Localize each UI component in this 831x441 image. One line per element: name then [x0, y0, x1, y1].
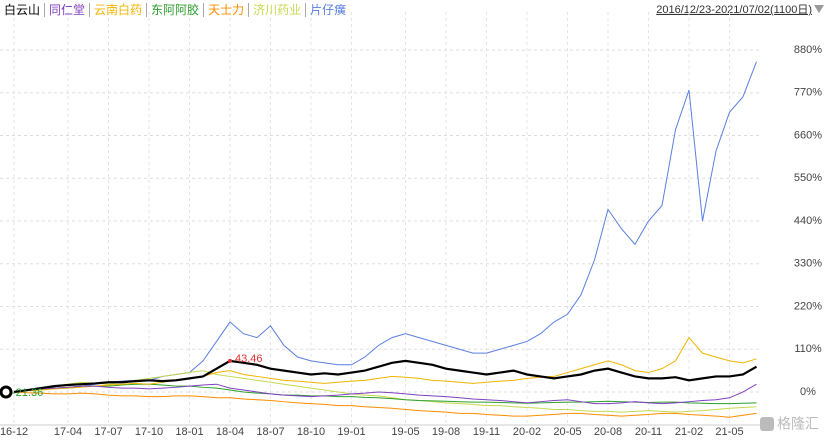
legend-entry[interactable]: 同仁堂 [44, 3, 89, 17]
annotation-marker [228, 358, 232, 363]
date-range[interactable]: 2016/12/23-2021/07/02(1100日) [656, 4, 812, 16]
x-tick-label: 20-02 [513, 426, 541, 438]
y-tick-label: 0% [800, 386, 816, 398]
x-tick-label: 17-07 [94, 426, 122, 438]
x-tick-label: 21-02 [675, 426, 703, 438]
annotation: -21.36 [12, 387, 43, 399]
x-tick-label: 19-08 [432, 426, 460, 438]
range-dropdown[interactable] [814, 5, 824, 13]
y-tick-label: 110% [794, 343, 822, 355]
y-tick-label: 880% [794, 44, 822, 56]
series-line [13, 391, 757, 418]
watermark-logo [760, 417, 774, 431]
x-tick-label: 18-07 [256, 426, 284, 438]
y-tick-label: 770% [794, 87, 822, 99]
series-line [13, 383, 757, 405]
series-line [13, 336, 757, 393]
legend-entry[interactable]: 东阿阿胶 [146, 3, 203, 17]
x-tick-label: 18-04 [216, 426, 244, 438]
x-tick-label: 20-08 [594, 426, 622, 438]
legend-entry[interactable]: 天士力 [203, 3, 248, 17]
legend-entry[interactable]: 云南白药 [89, 3, 146, 17]
x-tick-label: 17-10 [135, 426, 163, 438]
annotation: 43.46 [235, 353, 263, 365]
y-tick-label: 550% [794, 172, 822, 184]
x-tick-label: 21-05 [715, 426, 743, 438]
start-marker [0, 385, 13, 399]
y-tick-label: 660% [794, 129, 822, 141]
watermark: 格隆汇 [777, 416, 819, 432]
x-tick-label: 16-12 [0, 426, 28, 438]
x-tick-label: 18-10 [297, 426, 325, 438]
x-tick-label: 20-05 [553, 426, 581, 438]
series-line [13, 359, 758, 394]
x-tick-label: 19-11 [473, 426, 500, 438]
y-tick-label: 330% [794, 258, 822, 270]
y-tick-label: 220% [794, 300, 822, 312]
x-tick-label: 17-04 [54, 426, 82, 438]
x-tick-label: 18-01 [175, 426, 203, 438]
legend-entry[interactable]: 白云山 [4, 3, 41, 17]
x-tick-label: 19-01 [337, 426, 365, 438]
x-tick-label: 19-05 [391, 426, 419, 438]
legend-entry[interactable]: 济川药业 [248, 3, 305, 17]
legend: 白云山 同仁堂 云南白药 东阿阿胶 天士力 济川药业 片仔癀 [4, 3, 350, 17]
legend-entry[interactable]: 片仔癀 [305, 3, 350, 17]
x-tick-label: 20-11 [635, 426, 662, 438]
y-tick-label: 440% [794, 215, 822, 227]
